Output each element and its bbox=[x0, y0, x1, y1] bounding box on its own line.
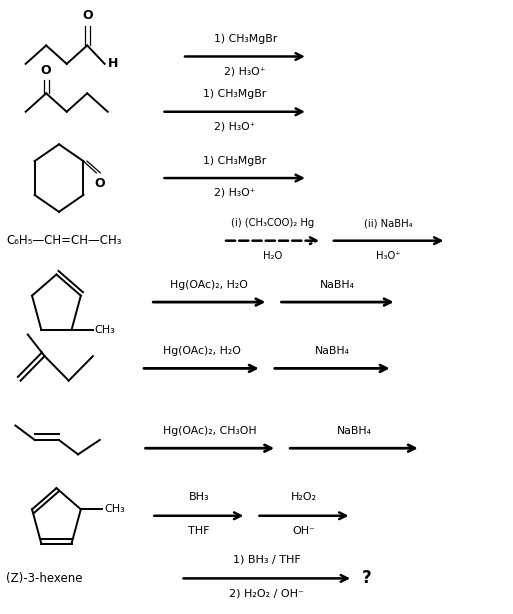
Text: (ii) NaBH₄: (ii) NaBH₄ bbox=[364, 219, 413, 228]
Text: 1) BH₃ / THF: 1) BH₃ / THF bbox=[233, 555, 301, 565]
Text: C₆H₅—CH=CH—CH₃: C₆H₅—CH=CH—CH₃ bbox=[6, 234, 122, 247]
Text: (i) (CH₃COO)₂ Hg: (i) (CH₃COO)₂ Hg bbox=[231, 219, 314, 228]
Text: (Z)-3-hexene: (Z)-3-hexene bbox=[6, 572, 83, 585]
Text: OH⁻: OH⁻ bbox=[293, 526, 315, 535]
Text: CH₃: CH₃ bbox=[94, 325, 115, 335]
Text: O: O bbox=[82, 9, 93, 22]
Text: 1) CH₃MgBr: 1) CH₃MgBr bbox=[203, 90, 267, 99]
Text: H₃O⁺: H₃O⁺ bbox=[377, 251, 401, 260]
Text: 1) CH₃MgBr: 1) CH₃MgBr bbox=[203, 156, 267, 166]
Text: Hg(OAc)₂, H₂O: Hg(OAc)₂, H₂O bbox=[163, 346, 241, 356]
Text: BH₃: BH₃ bbox=[189, 492, 209, 502]
Text: 2) H₃O⁺: 2) H₃O⁺ bbox=[214, 122, 255, 131]
Text: THF: THF bbox=[188, 526, 210, 535]
Text: O: O bbox=[94, 177, 105, 190]
Text: NaBH₄: NaBH₄ bbox=[320, 280, 355, 290]
Text: 2) H₃O⁺: 2) H₃O⁺ bbox=[214, 188, 255, 198]
Text: H₂O: H₂O bbox=[263, 251, 282, 260]
Text: NaBH₄: NaBH₄ bbox=[315, 346, 350, 356]
Text: 2) H₂O₂ / OH⁻: 2) H₂O₂ / OH⁻ bbox=[229, 588, 304, 598]
Text: CH₃: CH₃ bbox=[104, 504, 125, 515]
Text: ?: ? bbox=[362, 569, 371, 588]
Text: 1) CH₃MgBr: 1) CH₃MgBr bbox=[213, 34, 277, 44]
Text: NaBH₄: NaBH₄ bbox=[337, 426, 371, 436]
Text: H₂O₂: H₂O₂ bbox=[291, 492, 317, 502]
Text: O: O bbox=[41, 64, 51, 77]
Text: Hg(OAc)₂, CH₃OH: Hg(OAc)₂, CH₃OH bbox=[163, 426, 256, 436]
Text: H: H bbox=[108, 57, 118, 71]
Text: 2) H₃O⁺: 2) H₃O⁺ bbox=[225, 66, 266, 76]
Text: Hg(OAc)₂, H₂O: Hg(OAc)₂, H₂O bbox=[170, 280, 248, 290]
